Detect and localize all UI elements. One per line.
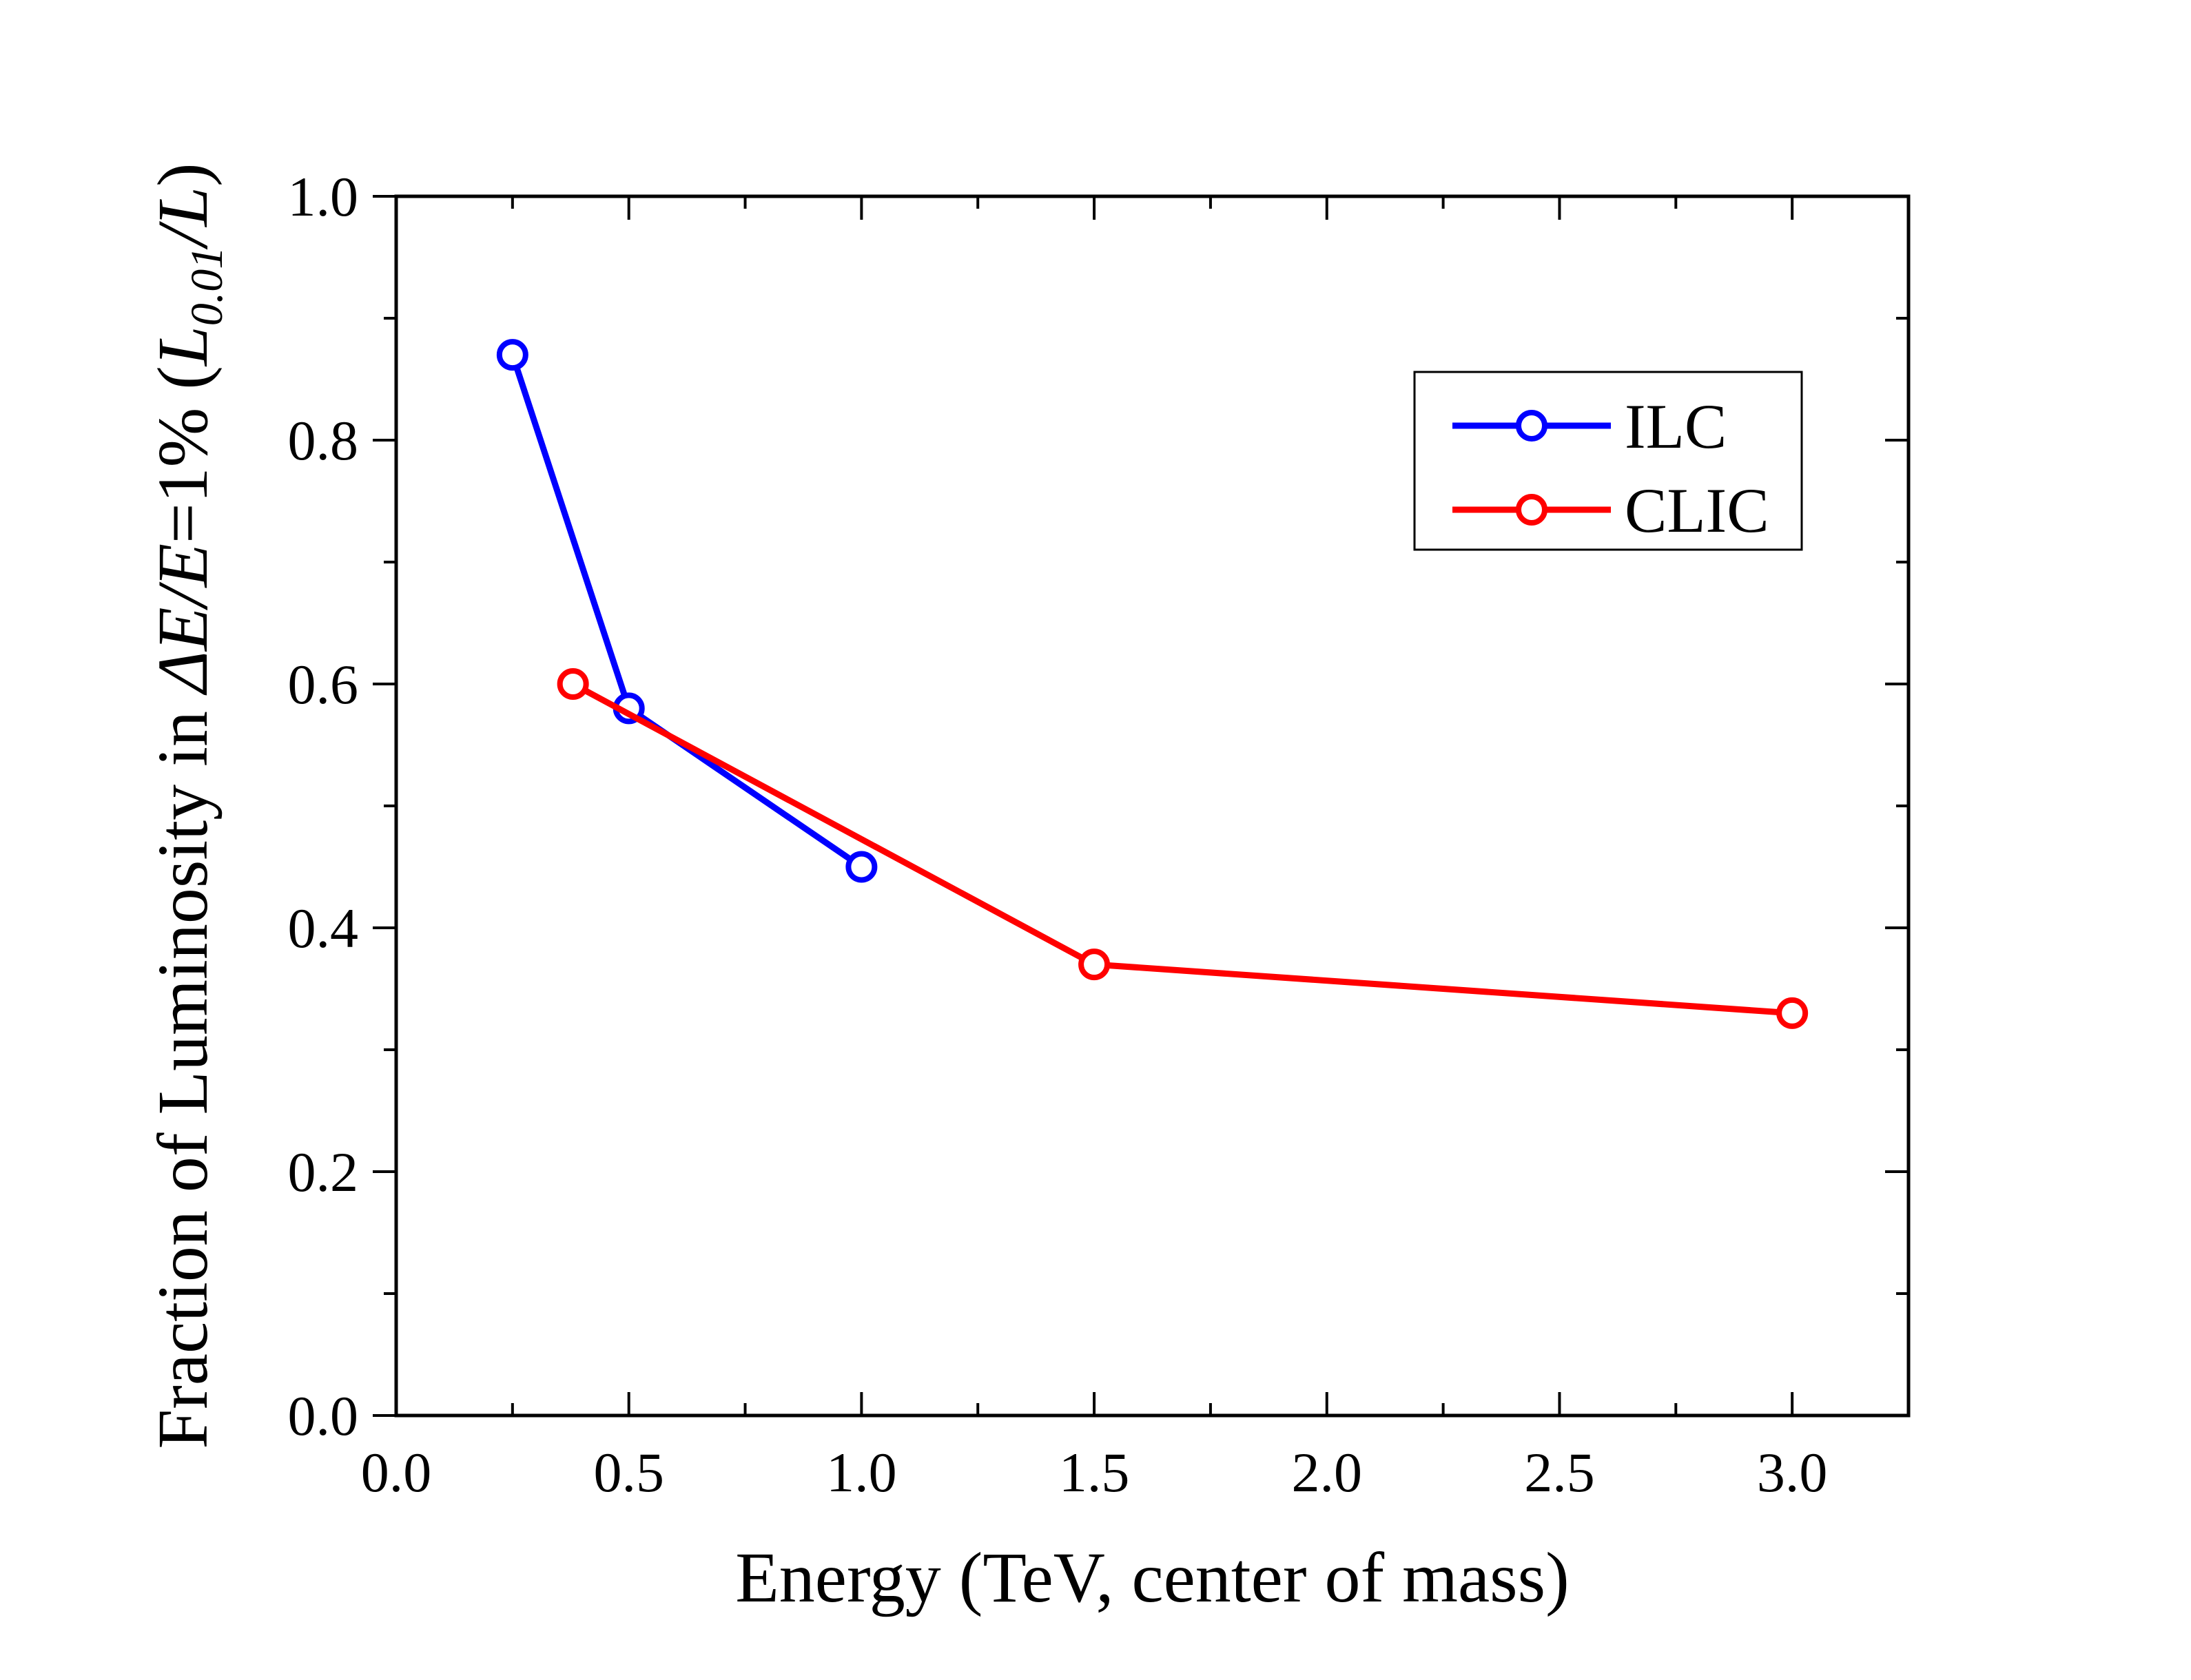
ilc-data-point xyxy=(845,851,878,883)
x-tick-label: 2.0 xyxy=(1292,1441,1363,1504)
legend-clic-label: CLIC xyxy=(1625,475,1769,546)
y-axis-title: Fraction of Luminosity in ΔE/E=1% (L0.01… xyxy=(143,163,232,1449)
legend-ilc-marker xyxy=(1516,410,1547,442)
clic-data-point xyxy=(1078,948,1111,981)
legend: ILC CLIC xyxy=(1413,371,1803,551)
y-tick-label: 0.6 xyxy=(288,653,359,716)
y-tick-label: 1.0 xyxy=(288,165,359,228)
labels-layer: 0.0 0.5 1.0 1.5 2.0 2.5 3.0 0.0 0.2 0.4 0.6 0.8 1.0 xyxy=(288,165,1828,1504)
y-axis-title-delta-e: ΔE/E xyxy=(143,543,223,696)
x-tick-label: 0.0 xyxy=(361,1441,432,1504)
y-tick-label: 0.8 xyxy=(288,409,359,472)
y-tick-label: 0.2 xyxy=(288,1141,359,1203)
legend-ilc-label: ILC xyxy=(1625,391,1727,462)
clic-data-point xyxy=(1776,997,1809,1029)
ticks-layer xyxy=(373,195,1909,1417)
y-tick-label: 0.4 xyxy=(288,897,359,960)
y-axis-title-eq: =1% ( xyxy=(143,366,223,543)
clic-data-point xyxy=(557,668,589,700)
x-axis-title: Energy (TeV, center of mass) xyxy=(735,1538,1569,1617)
x-tick-label: 1.0 xyxy=(826,1441,897,1504)
y-tick-label: 0.0 xyxy=(288,1385,359,1447)
x-tick-label: 1.5 xyxy=(1059,1441,1130,1504)
series-layer xyxy=(496,339,1809,1029)
x-tick-label: 2.5 xyxy=(1524,1441,1595,1504)
y-axis-title-close: ) xyxy=(143,163,223,187)
y-axis-title-l: L xyxy=(143,326,223,367)
x-tick-label: 3.0 xyxy=(1757,1441,1828,1504)
ilc-data-point xyxy=(496,339,528,371)
y-axis-title-subscript: 0.01 xyxy=(182,247,232,326)
legend-box xyxy=(1413,371,1803,551)
y-axis-title-l2: L xyxy=(143,187,223,228)
legend-clic-marker xyxy=(1516,494,1547,526)
y-axis-title-prefix: Fraction of Luminosity in xyxy=(143,693,223,1449)
plot-frame xyxy=(394,194,1911,1418)
x-tick-label: 0.5 xyxy=(593,1441,664,1504)
